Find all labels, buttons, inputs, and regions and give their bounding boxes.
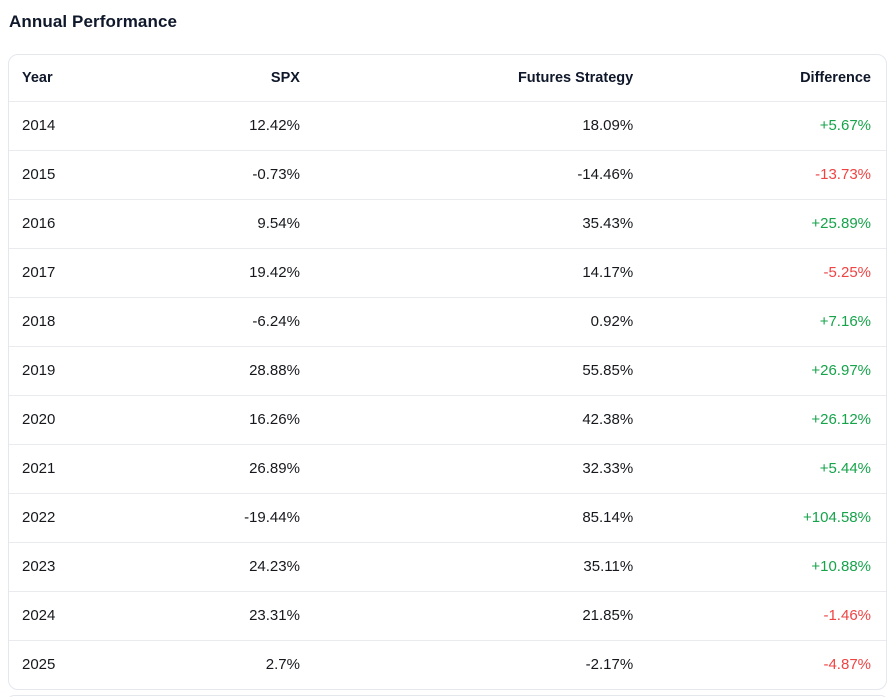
year-cell: 2022 [22,509,56,526]
futures-strategy-cell: -2.17% [585,656,634,673]
futures-strategy-cell: 35.43% [582,215,634,232]
futures-strategy-cell: 32.33% [582,460,634,477]
futures-strategy-cell: 42.38% [582,411,634,428]
table-row: 2016 9.54% 35.43% +25.89% [9,199,886,249]
year-cell: 2025 [22,656,56,673]
spx-cell: 26.89% [249,460,300,477]
futures-strategy-cell: 14.17% [582,264,634,281]
difference-cell: -5.25% [823,264,871,281]
table-row: 2015 -0.73% -14.46% -13.73% [9,150,886,200]
futures-strategy-cell: -14.46% [577,166,634,183]
table-row: 2014 12.42% 18.09% +5.67% [9,101,886,151]
year-cell: 2024 [22,607,56,624]
spx-cell: 16.26% [249,411,300,428]
difference-cell: +10.88% [811,558,871,575]
table-row: 2020 16.26% 42.38% +26.12% [9,395,886,445]
difference-cell: +7.16% [819,313,871,330]
column-header-spx: SPX [270,70,300,86]
difference-cell: +26.97% [811,362,871,379]
year-cell: 2018 [22,313,56,330]
year-cell: 2023 [22,558,56,575]
spx-cell: 28.88% [249,362,300,379]
difference-cell: -13.73% [815,166,871,183]
spx-cell: -0.73% [252,166,300,183]
year-cell: 2016 [22,215,56,232]
difference-cell: +5.67% [819,117,871,134]
table-row: 2025 2.7% -2.17% -4.87% [9,640,886,690]
difference-cell: +5.44% [819,460,871,477]
difference-cell: -1.46% [823,607,871,624]
difference-cell: -4.87% [823,656,871,673]
table-body: 2014 12.42% 18.09% +5.67% 2015 -0.73% -1… [9,101,886,690]
year-cell: 2021 [22,460,56,477]
table-row: 2024 23.31% 21.85% -1.46% [9,591,886,641]
year-cell: 2020 [22,411,56,428]
spx-cell: 23.31% [249,607,300,624]
table-row: 2019 28.88% 55.85% +26.97% [9,346,886,396]
futures-strategy-cell: 35.11% [583,558,634,575]
spx-cell: -6.24% [252,313,300,330]
year-cell: 2015 [22,166,56,183]
table-row: 2017 19.42% 14.17% -5.25% [9,248,886,298]
table-row: 2023 24.23% 35.11% +10.88% [9,542,886,592]
futures-strategy-cell: 21.85% [582,607,634,624]
year-cell: 2019 [22,362,56,379]
page-title: Annual Performance [9,12,178,31]
spx-cell: 19.42% [249,264,300,281]
futures-strategy-cell: 0.92% [590,313,634,330]
column-header-difference: Difference [800,70,871,86]
column-header-futures-strategy: Futures Strategy [517,70,634,86]
spx-cell: 2.7% [265,656,300,673]
year-cell: 2014 [22,117,56,134]
column-header-year: Year [22,70,53,86]
difference-cell: +26.12% [811,411,871,428]
difference-cell: +104.58% [803,509,871,526]
table-row: 2018 -6.24% 0.92% +7.16% [9,297,886,347]
performance-table-card: Year SPX Futures Strategy Difference 201… [8,54,887,690]
table-row: 2022 -19.44% 85.14% +104.58% [9,493,886,543]
futures-strategy-cell: 55.85% [582,362,634,379]
table-row: 2021 26.89% 32.33% +5.44% [9,444,886,494]
difference-cell: +25.89% [811,215,871,232]
spx-cell: 24.23% [249,558,300,575]
spx-cell: 9.54% [257,215,300,232]
annual-performance-table: Year SPX Futures Strategy Difference 201… [9,55,886,689]
futures-strategy-cell: 18.09% [582,117,634,134]
year-cell: 2017 [22,264,56,281]
spx-cell: 12.42% [249,117,300,134]
table-header-row: Year SPX Futures Strategy Difference [9,55,886,102]
futures-strategy-cell: 85.14% [582,509,634,526]
spx-cell: -19.44% [244,509,300,526]
